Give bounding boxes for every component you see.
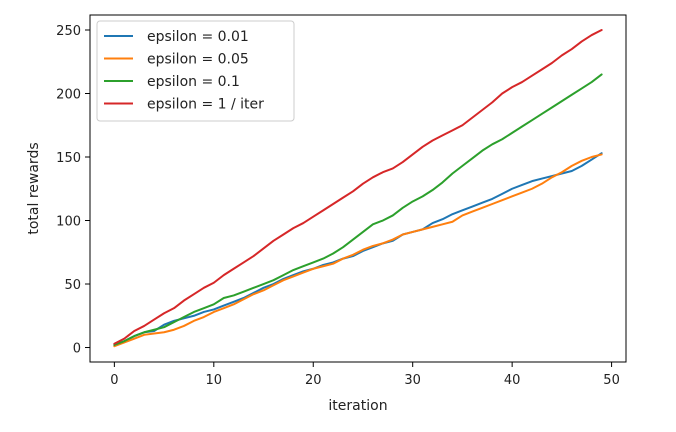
x-tick-label: 0 xyxy=(110,373,118,388)
legend-label-2: epsilon = 0.05 xyxy=(147,52,249,68)
x-axis-label: iteration xyxy=(328,398,387,414)
y-tick-label: 50 xyxy=(64,278,81,293)
y-tick-label: 150 xyxy=(56,151,81,166)
legend: epsilon = 0.01 epsilon = 0.05 epsilon = 0.… xyxy=(96,20,295,122)
legend-label-3: epsilon = 0.1 xyxy=(147,74,240,90)
series-line-1 xyxy=(113,152,603,346)
y-tick-label: 0 xyxy=(73,342,81,357)
x-tick-label: 20 xyxy=(305,373,322,388)
y-tick-label: 100 xyxy=(56,215,81,230)
x-tick-label: 30 xyxy=(404,373,421,388)
legend-box xyxy=(96,20,295,122)
series-line-4 xyxy=(113,28,603,345)
x-tick-label: 10 xyxy=(206,373,223,388)
series-line-2 xyxy=(113,153,603,348)
series-line-3 xyxy=(113,73,603,346)
x-tick-label: 50 xyxy=(603,373,620,388)
y-tick-label: 250 xyxy=(56,24,81,39)
x-tick-label: 40 xyxy=(504,373,521,388)
axes-frame xyxy=(89,14,627,363)
legend-label-1: epsilon = 0.01 xyxy=(147,29,249,45)
series-group xyxy=(113,28,603,348)
y-axis-label: total rewards xyxy=(26,142,42,234)
y-tick-label: 200 xyxy=(56,87,81,102)
tick-group: 0 10 20 30 40 50 0 50 100 150 200 250 xyxy=(56,24,620,388)
legend-label-4: epsilon = 1 / iter xyxy=(147,97,264,113)
